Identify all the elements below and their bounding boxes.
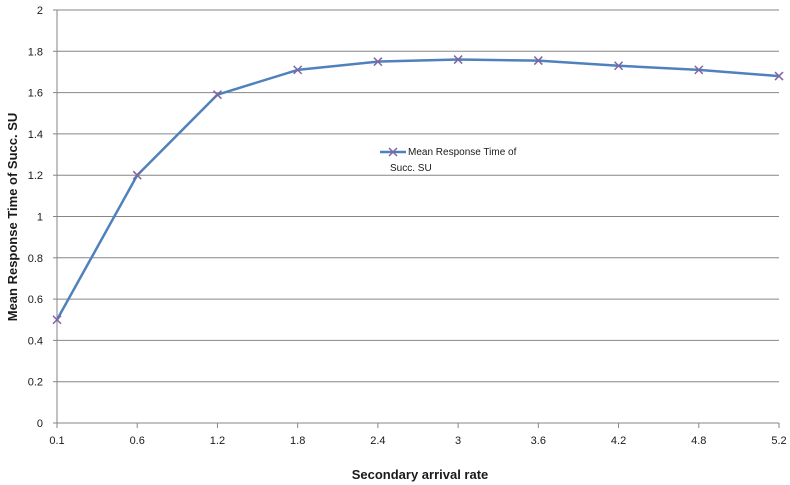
data-point-marker xyxy=(373,57,383,67)
y-tick-label: 0.4 xyxy=(28,335,43,347)
data-point-marker xyxy=(533,56,543,66)
series-line xyxy=(55,58,780,321)
legend: Mean Response Time of Succ. SU xyxy=(380,147,517,174)
legend-marker xyxy=(388,147,398,157)
data-point-marker xyxy=(694,65,704,75)
marker-stroke xyxy=(52,315,62,325)
marker-stroke xyxy=(533,56,543,66)
y-tick-label: 1.8 xyxy=(28,46,43,58)
data-point-marker xyxy=(453,55,463,65)
y-tick-label: 1.6 xyxy=(28,88,43,100)
x-tick-label: 1.2 xyxy=(210,435,225,447)
data-point-marker xyxy=(52,315,62,325)
y-axis-tick-labels: 0 0.2 0.4 0.6 0.8 1 1.2 1.4 1.6 1.8 2 xyxy=(28,5,43,430)
data-series xyxy=(52,55,784,325)
x-tick-label: 4.2 xyxy=(611,435,626,447)
data-point-marker xyxy=(614,61,624,71)
data-point-marker xyxy=(774,71,784,81)
y-tick-label: 0 xyxy=(37,418,43,430)
legend-label: Mean Response Time of xyxy=(408,147,517,158)
x-tick-label: 2.4 xyxy=(370,435,385,447)
x-tick-label: 5.2 xyxy=(771,435,786,447)
marker-stroke xyxy=(132,170,142,180)
x-axis-tick-labels: 0.1 0.6 1.2 1.8 2.4 3 3.6 4.2 4.8 5.2 xyxy=(49,435,786,447)
x-axis-title: Secondary arrival rate xyxy=(352,467,489,482)
axes xyxy=(53,9,780,428)
marker-stroke xyxy=(293,65,303,75)
y-tick-label: 1.4 xyxy=(28,129,43,141)
x-tick-label: 0.6 xyxy=(130,435,145,447)
legend-label: Succ. SU xyxy=(390,163,432,174)
data-point-marker xyxy=(293,65,303,75)
data-point-marker xyxy=(132,170,142,180)
y-tick-label: 0.6 xyxy=(28,294,43,306)
y-tick-label: 1 xyxy=(37,212,43,224)
x-tick-label: 4.8 xyxy=(691,435,706,447)
x-tick-label: 1.8 xyxy=(290,435,305,447)
marker-stroke xyxy=(614,61,624,71)
gridlines xyxy=(57,9,779,383)
marker-stroke xyxy=(694,65,704,75)
y-axis-title: Mean Response Time of Succ. SU xyxy=(5,113,20,322)
x-tick-label: 3 xyxy=(455,435,461,447)
y-tick-label: 0.2 xyxy=(28,377,43,389)
x-tick-label: 0.1 xyxy=(49,435,64,447)
y-tick-label: 0.8 xyxy=(28,253,43,265)
y-tick-label: 1.2 xyxy=(28,170,43,182)
marker-stroke xyxy=(373,57,383,67)
marker-stroke xyxy=(212,90,222,100)
data-point-marker xyxy=(212,90,222,100)
marker-stroke xyxy=(774,71,784,81)
marker-stroke xyxy=(453,55,463,65)
y-tick-label: 2 xyxy=(37,5,43,17)
x-tick-label: 3.6 xyxy=(531,435,546,447)
